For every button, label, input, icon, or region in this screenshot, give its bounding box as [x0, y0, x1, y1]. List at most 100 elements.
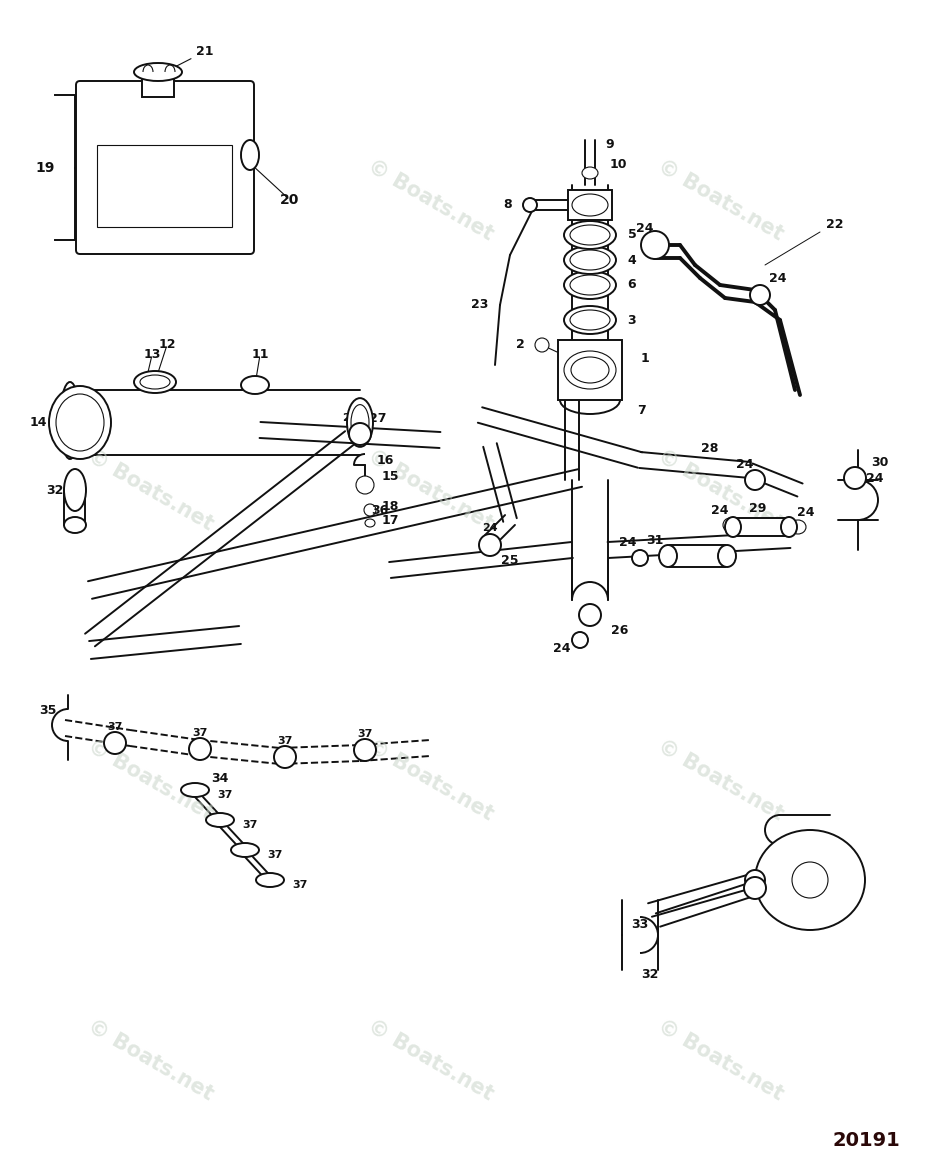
Ellipse shape: [534, 338, 548, 352]
Ellipse shape: [564, 221, 615, 249]
Text: 15: 15: [381, 470, 398, 483]
Bar: [734, 518, 786, 536]
Ellipse shape: [104, 732, 126, 753]
Ellipse shape: [564, 351, 615, 388]
Ellipse shape: [479, 534, 501, 556]
Text: 37: 37: [267, 849, 283, 860]
Ellipse shape: [579, 604, 601, 626]
Text: 28: 28: [701, 441, 718, 454]
Text: 37: 37: [242, 820, 257, 830]
Ellipse shape: [781, 517, 796, 537]
Ellipse shape: [64, 517, 86, 534]
Text: 24: 24: [619, 536, 636, 549]
Text: 32: 32: [641, 969, 658, 982]
Text: © Boats.net: © Boats.net: [84, 446, 216, 535]
Ellipse shape: [564, 307, 615, 333]
Text: 14: 14: [30, 417, 47, 429]
Text: 13: 13: [143, 349, 161, 362]
Text: 24: 24: [553, 641, 570, 654]
Text: © Boats.net: © Boats.net: [363, 156, 496, 245]
Text: 4: 4: [627, 254, 636, 267]
Ellipse shape: [241, 376, 268, 394]
Ellipse shape: [641, 230, 668, 259]
Text: 30: 30: [870, 455, 888, 468]
Text: 24: 24: [710, 504, 728, 517]
Text: 36: 36: [371, 503, 388, 516]
Text: 33: 33: [67, 479, 84, 491]
Text: © Boats.net: © Boats.net: [363, 1016, 496, 1104]
Text: 9: 9: [605, 138, 614, 151]
Bar: [669, 545, 724, 567]
Ellipse shape: [134, 63, 182, 81]
Text: © Boats.net: © Boats.net: [653, 1016, 785, 1104]
Text: 6: 6: [627, 278, 636, 291]
Ellipse shape: [206, 813, 234, 827]
Ellipse shape: [364, 504, 376, 516]
Ellipse shape: [659, 545, 676, 567]
Text: 19: 19: [35, 160, 54, 174]
Text: 25: 25: [501, 553, 518, 566]
Text: 10: 10: [608, 158, 626, 172]
Ellipse shape: [348, 424, 370, 445]
Ellipse shape: [570, 357, 608, 383]
Ellipse shape: [49, 386, 110, 459]
Ellipse shape: [134, 371, 176, 393]
Ellipse shape: [744, 470, 764, 490]
Text: 24: 24: [342, 413, 357, 424]
Text: 7: 7: [637, 404, 645, 417]
Ellipse shape: [230, 844, 259, 856]
Text: 26: 26: [610, 624, 628, 636]
FancyBboxPatch shape: [76, 81, 254, 254]
Text: 22: 22: [825, 219, 843, 232]
Text: © Boats.net: © Boats.net: [653, 446, 785, 535]
Ellipse shape: [569, 250, 609, 270]
Text: 24: 24: [482, 523, 497, 534]
Text: 17: 17: [381, 514, 398, 526]
Text: 33: 33: [631, 918, 648, 931]
Ellipse shape: [749, 285, 769, 305]
Ellipse shape: [274, 746, 296, 768]
Text: 29: 29: [748, 502, 765, 515]
Text: 33: 33: [761, 863, 778, 876]
Ellipse shape: [564, 246, 615, 274]
Text: 24: 24: [865, 472, 883, 484]
Ellipse shape: [56, 394, 104, 450]
Text: © Boats.net: © Boats.net: [363, 446, 496, 535]
Ellipse shape: [523, 198, 536, 212]
Text: 32: 32: [47, 483, 64, 496]
Bar: [567, 190, 611, 220]
Ellipse shape: [569, 310, 609, 330]
Bar: [558, 340, 622, 400]
Ellipse shape: [843, 467, 865, 489]
Ellipse shape: [571, 194, 607, 216]
Ellipse shape: [64, 469, 86, 511]
Ellipse shape: [241, 140, 259, 170]
Text: 35: 35: [39, 703, 56, 716]
Text: 37: 37: [217, 790, 232, 800]
Ellipse shape: [789, 519, 805, 534]
Text: 27: 27: [368, 412, 387, 425]
Text: 24: 24: [797, 505, 814, 518]
Ellipse shape: [569, 275, 609, 295]
Text: 21: 21: [168, 44, 213, 70]
Text: 2: 2: [515, 338, 524, 351]
Text: 8: 8: [504, 199, 512, 212]
Ellipse shape: [188, 738, 210, 760]
Ellipse shape: [569, 225, 609, 245]
Ellipse shape: [744, 870, 764, 890]
Ellipse shape: [723, 518, 736, 532]
Text: © Boats.net: © Boats.net: [653, 736, 785, 824]
Ellipse shape: [744, 878, 765, 899]
Ellipse shape: [365, 519, 374, 526]
Text: 37: 37: [192, 728, 208, 738]
Text: © Boats.net: © Boats.net: [84, 156, 216, 245]
Text: 37: 37: [108, 722, 123, 732]
Text: 16: 16: [376, 454, 393, 467]
Text: 37: 37: [357, 729, 372, 739]
Text: © Boats.net: © Boats.net: [363, 736, 496, 824]
Ellipse shape: [256, 873, 284, 887]
Text: 31: 31: [645, 534, 663, 546]
Bar: [142, 73, 174, 97]
Text: 20: 20: [280, 193, 299, 207]
Text: 37: 37: [292, 880, 307, 890]
